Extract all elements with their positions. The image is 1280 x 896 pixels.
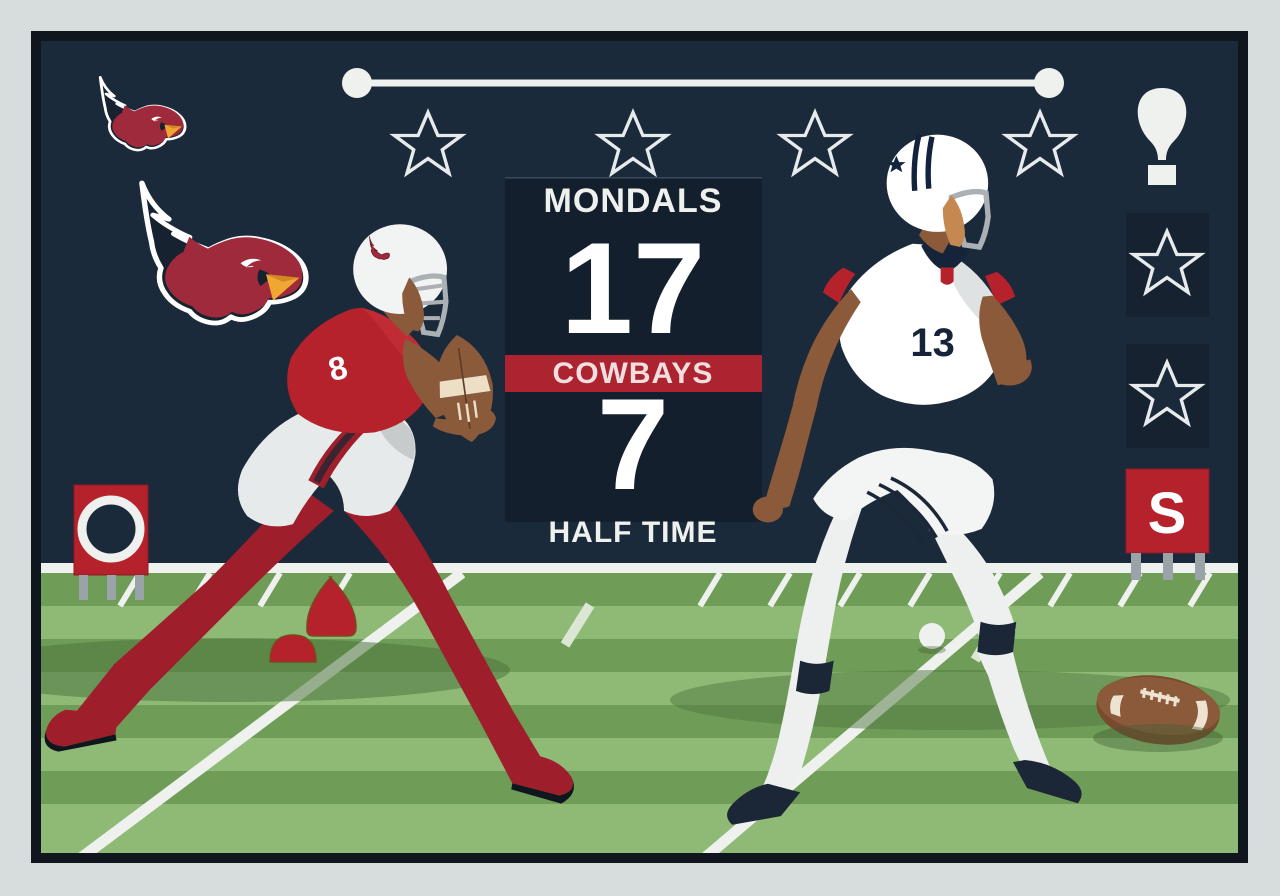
svg-text:S: S — [1148, 481, 1187, 546]
svg-text:HALF TIME: HALF TIME — [549, 516, 718, 549]
svg-text:13: 13 — [910, 321, 954, 365]
svg-text:17: 17 — [561, 215, 706, 361]
svg-text:7: 7 — [597, 371, 669, 517]
